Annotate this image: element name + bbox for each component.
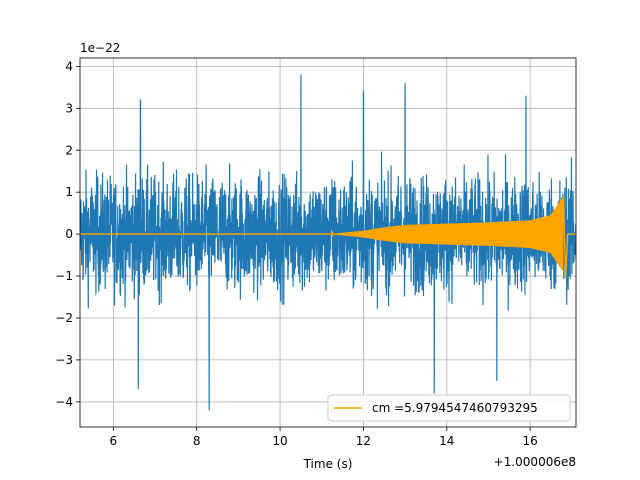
chirp-trace [80,194,576,279]
y-tick-label: −4 [55,395,73,409]
x-axis-ticks: 6 8 10 12 14 16 [110,427,538,448]
y-tick-label: 2 [65,143,73,157]
y-tick-label: 4 [65,59,73,73]
x-tick-label: 10 [272,434,287,448]
legend-label-chirp: cm =5.9794547460793295 [372,401,538,415]
y-tick-label: −3 [55,353,73,367]
y-tick-label: −1 [55,269,73,283]
y-tick-label: 1 [65,185,73,199]
y-scale-text: 1e−22 [80,41,120,55]
y-tick-label: 0 [65,227,73,241]
x-tick-label: 8 [193,434,201,448]
legend: cm =5.9794547460793295 [327,394,571,422]
x-axis-label: Time (s) [303,457,353,471]
legend-box [327,394,571,422]
x-offset-text: +1.000006e8 [494,455,576,469]
y-axis-ticks: −4 −3 −2 −1 0 1 2 3 4 [55,59,80,409]
x-tick-label: 14 [439,434,454,448]
plot-frame [79,57,577,428]
y-tick-label: −2 [55,311,73,325]
x-tick-label: 16 [523,434,538,448]
y-tick-label: 3 [65,101,73,115]
chirp-series [80,194,576,279]
x-tick-label: 6 [110,434,118,448]
x-tick-label: 12 [356,434,371,448]
